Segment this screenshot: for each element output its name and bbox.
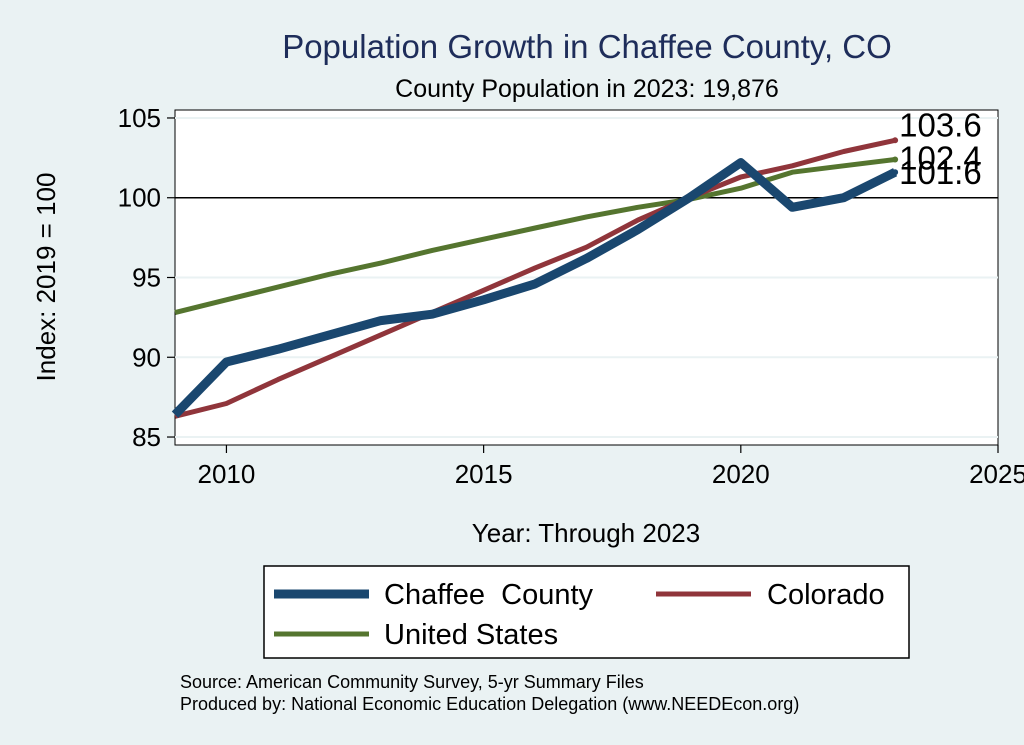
y-axis: 85 90 95 100 105 <box>118 103 175 452</box>
x-axis: 2010 2015 2020 2025 <box>198 445 1024 489</box>
legend-label: Colorado <box>767 579 885 611</box>
x-tick-label: 2025 <box>969 459 1024 489</box>
end-label-colorado: 103.6 <box>899 106 982 143</box>
y-tick-label: 100 <box>118 183 161 213</box>
x-axis-label: Year: Through 2023 <box>472 518 700 548</box>
y-tick-label: 90 <box>132 342 161 372</box>
y-tick-label: 105 <box>118 103 161 133</box>
series-end-point <box>892 156 899 163</box>
legend-box <box>263 565 910 659</box>
series-line-chaffee-county <box>171 158 898 418</box>
source-line-1: Source: American Community Survey, 5-yr … <box>180 672 644 692</box>
y-axis-label: Index: 2019 = 100 <box>31 173 61 382</box>
x-tick-label: 2015 <box>455 459 513 489</box>
legend-label: United States <box>384 619 558 651</box>
y-tick-label: 85 <box>132 422 161 452</box>
series-end-point <box>892 137 899 144</box>
source-line-2: Produced by: National Economic Education… <box>180 694 799 714</box>
end-label-united-states: 102.4 <box>899 139 982 176</box>
chart-subtitle: County Population in 2023: 19,876 <box>395 75 779 103</box>
legend-label: Chaffee County <box>384 579 594 611</box>
series-lines <box>171 137 899 419</box>
chart-title: Population Growth in Chaffee County, CO <box>282 28 892 65</box>
series-line-united-states <box>174 157 896 316</box>
legend: Chaffee County Colorado United States <box>274 579 885 651</box>
end-label-chaffee-county: 101.6 <box>899 154 982 191</box>
x-tick-label: 2010 <box>198 459 256 489</box>
x-tick-label: 2020 <box>712 459 770 489</box>
series-line-colorado <box>174 137 896 419</box>
series-end-point <box>892 169 899 176</box>
y-tick-label: 95 <box>132 263 161 293</box>
